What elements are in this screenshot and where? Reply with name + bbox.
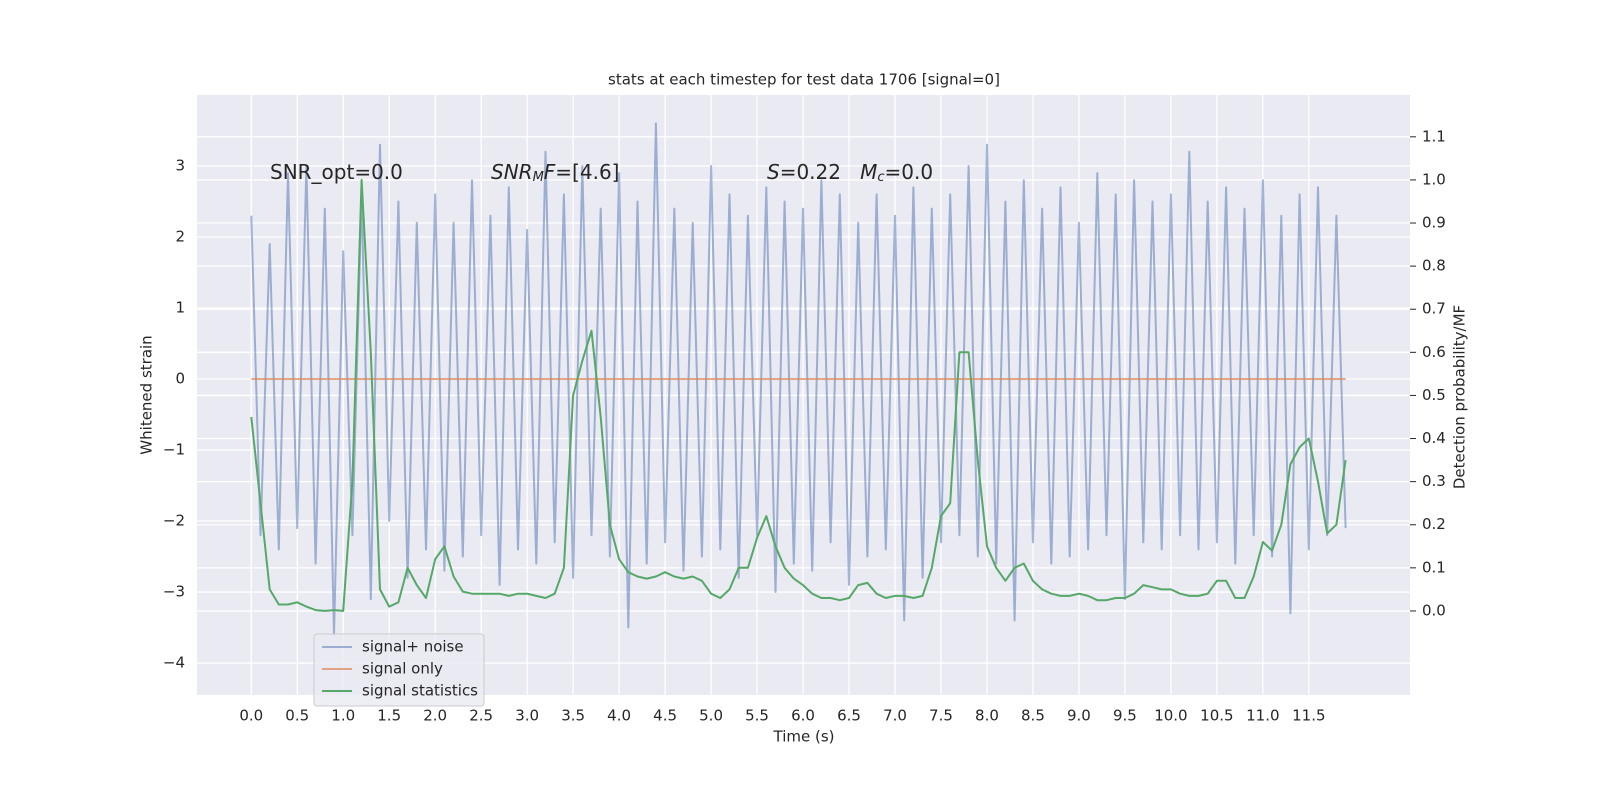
y-tick-label: −1 (163, 441, 185, 459)
y2-tick-label: 0.0 (1422, 601, 1446, 619)
annotation: SNR_opt=0.0 (270, 160, 403, 184)
y-axis-label: Whitened strain (138, 335, 156, 454)
x-tick-label: 10.0 (1154, 707, 1187, 725)
series-line (250, 122, 1347, 636)
annotation-part: SNR (491, 160, 533, 184)
y-tick-label: 3 (175, 157, 185, 175)
legend-box (313, 633, 485, 707)
y2-tick-label: 0.8 (1422, 257, 1446, 275)
x-tick-label: 6.0 (791, 707, 815, 725)
y2-tick-label: 0.2 (1422, 515, 1446, 533)
y-tick-label: 2 (175, 228, 185, 246)
x-tick-label: 8.0 (975, 707, 999, 725)
x-tick-label: 7.5 (929, 707, 953, 725)
chart-title: stats at each timestep for test data 170… (608, 71, 1000, 89)
annotation-part: SNR_opt=0.0 (270, 160, 403, 184)
x-tick-label: 1.0 (331, 707, 355, 725)
x-tick-label: 4.5 (653, 707, 677, 725)
y-tick-label: −2 (163, 512, 185, 530)
x-tick-label: 3.0 (515, 707, 539, 725)
annotation-part: M (533, 170, 544, 185)
y2-tick-label: 0.3 (1422, 472, 1446, 490)
x-tick-label: 11.0 (1246, 707, 1279, 725)
legend-label: signal only (362, 660, 443, 678)
x-tick-label: 11.5 (1292, 707, 1325, 725)
x-axis-label: Time (s) (773, 728, 835, 746)
y2-tick-label: 0.5 (1422, 386, 1446, 404)
y2-tick-label: 0.4 (1422, 429, 1446, 447)
annotation-part: F (544, 160, 556, 184)
annotation: SNRMF=[4.6] (491, 160, 619, 185)
x-tick-label: 5.0 (699, 707, 723, 725)
series-line (250, 178, 1347, 612)
annotation-part: =[4.6] (555, 160, 619, 184)
x-tick-label: 4.0 (607, 707, 631, 725)
x-tick-label: 9.0 (1067, 707, 1091, 725)
y2-tick-label: 0.6 (1422, 343, 1446, 361)
x-tick-label: 8.5 (1021, 707, 1045, 725)
x-tick-label: 2.5 (469, 707, 493, 725)
y2-tick-label: 0.1 (1422, 558, 1446, 576)
annotation: S=0.22 Mc=0.0 (767, 160, 933, 185)
x-tick-label: 0.0 (239, 707, 263, 725)
x-tick-label: 3.5 (561, 707, 585, 725)
y-tick-label: 1 (175, 299, 185, 317)
legend-label: signal statistics (362, 682, 478, 700)
y-tick-label: −3 (163, 583, 185, 601)
annotation-part: =0.22 (780, 160, 860, 184)
y2-tick-label: 0.7 (1422, 300, 1446, 318)
x-tick-label: 5.5 (745, 707, 769, 725)
annotation-part: M (860, 160, 877, 184)
x-tick-label: 6.5 (837, 707, 861, 725)
annotation-part: =0.0 (885, 160, 934, 184)
legend-label: signal+ noise (362, 638, 464, 656)
annotation-part: c (877, 170, 884, 185)
x-tick-label: 10.5 (1200, 707, 1233, 725)
y2-tick-label: 1.0 (1422, 170, 1446, 188)
marks (250, 122, 1347, 636)
y2-tick-label: 1.1 (1422, 127, 1446, 145)
annotation-part: S (767, 160, 780, 184)
y2-axis-label: Detection probability/MF (1451, 305, 1469, 489)
x-tick-label: 2.0 (423, 707, 447, 725)
x-tick-label: 0.5 (285, 707, 309, 725)
y-tick-label: −4 (163, 654, 185, 672)
x-tick-label: 9.5 (1113, 707, 1137, 725)
y-tick-label: 0 (175, 370, 185, 388)
x-tick-label: 1.5 (377, 707, 401, 725)
x-tick-label: 7.0 (883, 707, 907, 725)
y2-tick-label: 0.9 (1422, 214, 1446, 232)
